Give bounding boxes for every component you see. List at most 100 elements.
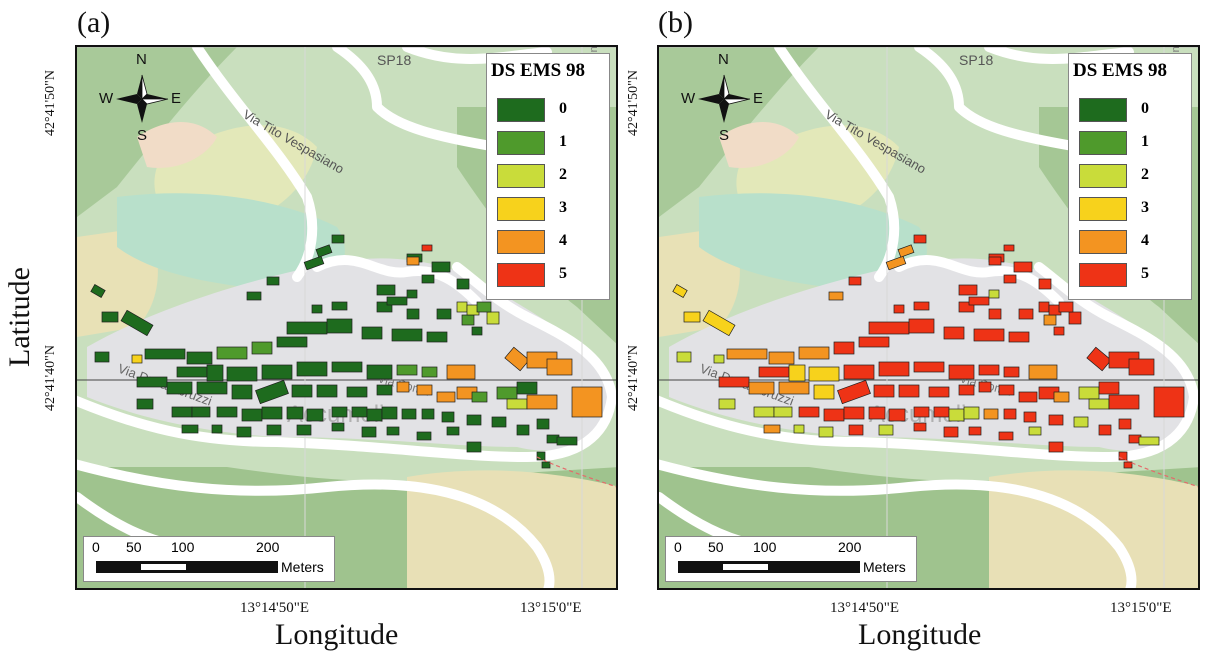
- building: [171, 406, 193, 418]
- building: [136, 376, 168, 388]
- building: [546, 358, 573, 376]
- building: [1003, 244, 1015, 252]
- building: [726, 348, 768, 360]
- building: [366, 364, 393, 380]
- building: [421, 408, 435, 420]
- building: [1078, 386, 1100, 400]
- scale-tick-0: 0: [674, 539, 682, 555]
- legend-swatch: [1079, 164, 1127, 188]
- building: [913, 406, 930, 418]
- building: [376, 284, 396, 296]
- building: [833, 341, 855, 355]
- building: [466, 441, 482, 453]
- legend-title: DS EMS 98: [491, 60, 585, 81]
- lon-label-left-a: 13°14'50"E: [240, 600, 309, 616]
- compass-w: W: [681, 90, 696, 107]
- building: [504, 346, 530, 372]
- building: [476, 301, 492, 313]
- x-axis-title-b: Longitude: [858, 618, 982, 651]
- building: [1123, 461, 1133, 469]
- building: [406, 308, 420, 320]
- building: [226, 366, 258, 382]
- building: [291, 384, 313, 398]
- building: [315, 244, 333, 258]
- building: [90, 284, 106, 298]
- building: [94, 351, 110, 363]
- building: [1018, 308, 1034, 320]
- building: [296, 424, 312, 436]
- legend-label: 5: [1141, 265, 1149, 282]
- scale-units: Meters: [281, 559, 324, 575]
- lat-label-bottom-b: 42°41'40"N: [625, 345, 641, 411]
- building: [1028, 426, 1042, 436]
- building: [436, 391, 456, 403]
- compass-s: S: [137, 127, 148, 144]
- legend-item-1: 1: [497, 131, 607, 157]
- legend-label: 0: [1141, 100, 1149, 117]
- legend-item-4: 4: [1079, 230, 1189, 256]
- building: [361, 426, 377, 438]
- building: [101, 311, 119, 323]
- building: [306, 408, 324, 422]
- building: [386, 426, 400, 436]
- building: [166, 381, 193, 395]
- building: [144, 348, 186, 360]
- legend-item-3: 3: [1079, 197, 1189, 223]
- building: [331, 301, 348, 311]
- building: [813, 384, 835, 400]
- legend-item-1: 1: [1079, 131, 1189, 157]
- building: [933, 406, 950, 418]
- building: [426, 331, 448, 343]
- building: [251, 341, 273, 355]
- scale-bar: 0 50 100 200 Meters: [665, 536, 917, 582]
- building: [968, 296, 990, 306]
- building: [1153, 386, 1185, 418]
- building: [331, 361, 363, 373]
- building: [536, 451, 546, 461]
- legend-item-3: 3: [497, 197, 607, 223]
- building: [416, 384, 433, 396]
- scale-units: Meters: [863, 559, 906, 575]
- building: [571, 386, 603, 418]
- legend-label: 1: [559, 133, 567, 150]
- building: [943, 426, 959, 438]
- north-arrow-icon: N S W E: [679, 47, 769, 147]
- building: [837, 379, 871, 405]
- legend-swatch: [497, 230, 545, 254]
- building: [526, 394, 558, 410]
- building: [1053, 391, 1070, 403]
- building: [456, 278, 470, 290]
- lat-label-top-b: 42°41'50"N: [625, 70, 641, 136]
- lon-label-right-b: 13°15'0"E: [1110, 600, 1172, 616]
- building: [120, 309, 154, 337]
- building: [556, 436, 578, 446]
- building: [823, 408, 845, 422]
- building: [386, 296, 408, 306]
- building: [978, 364, 1000, 376]
- legend-item-5: 5: [1079, 263, 1189, 289]
- building: [381, 406, 398, 420]
- building: [676, 351, 692, 363]
- building: [998, 431, 1014, 441]
- legend-swatch: [497, 263, 545, 287]
- legend-label: 1: [1141, 133, 1149, 150]
- legend-swatch: [1079, 131, 1127, 155]
- building: [958, 284, 978, 296]
- building: [1038, 278, 1052, 290]
- building: [718, 376, 750, 388]
- building: [446, 426, 460, 436]
- compass-n: N: [136, 51, 147, 68]
- building: [1098, 381, 1120, 395]
- building: [958, 384, 975, 396]
- building: [988, 256, 1002, 266]
- building: [421, 244, 433, 252]
- building: [1048, 414, 1064, 426]
- building: [908, 318, 935, 334]
- building: [131, 354, 143, 364]
- legend-label: 3: [559, 199, 567, 216]
- building: [878, 424, 894, 436]
- scale-tick-200: 200: [838, 539, 862, 555]
- building: [1008, 331, 1030, 343]
- building: [406, 289, 418, 299]
